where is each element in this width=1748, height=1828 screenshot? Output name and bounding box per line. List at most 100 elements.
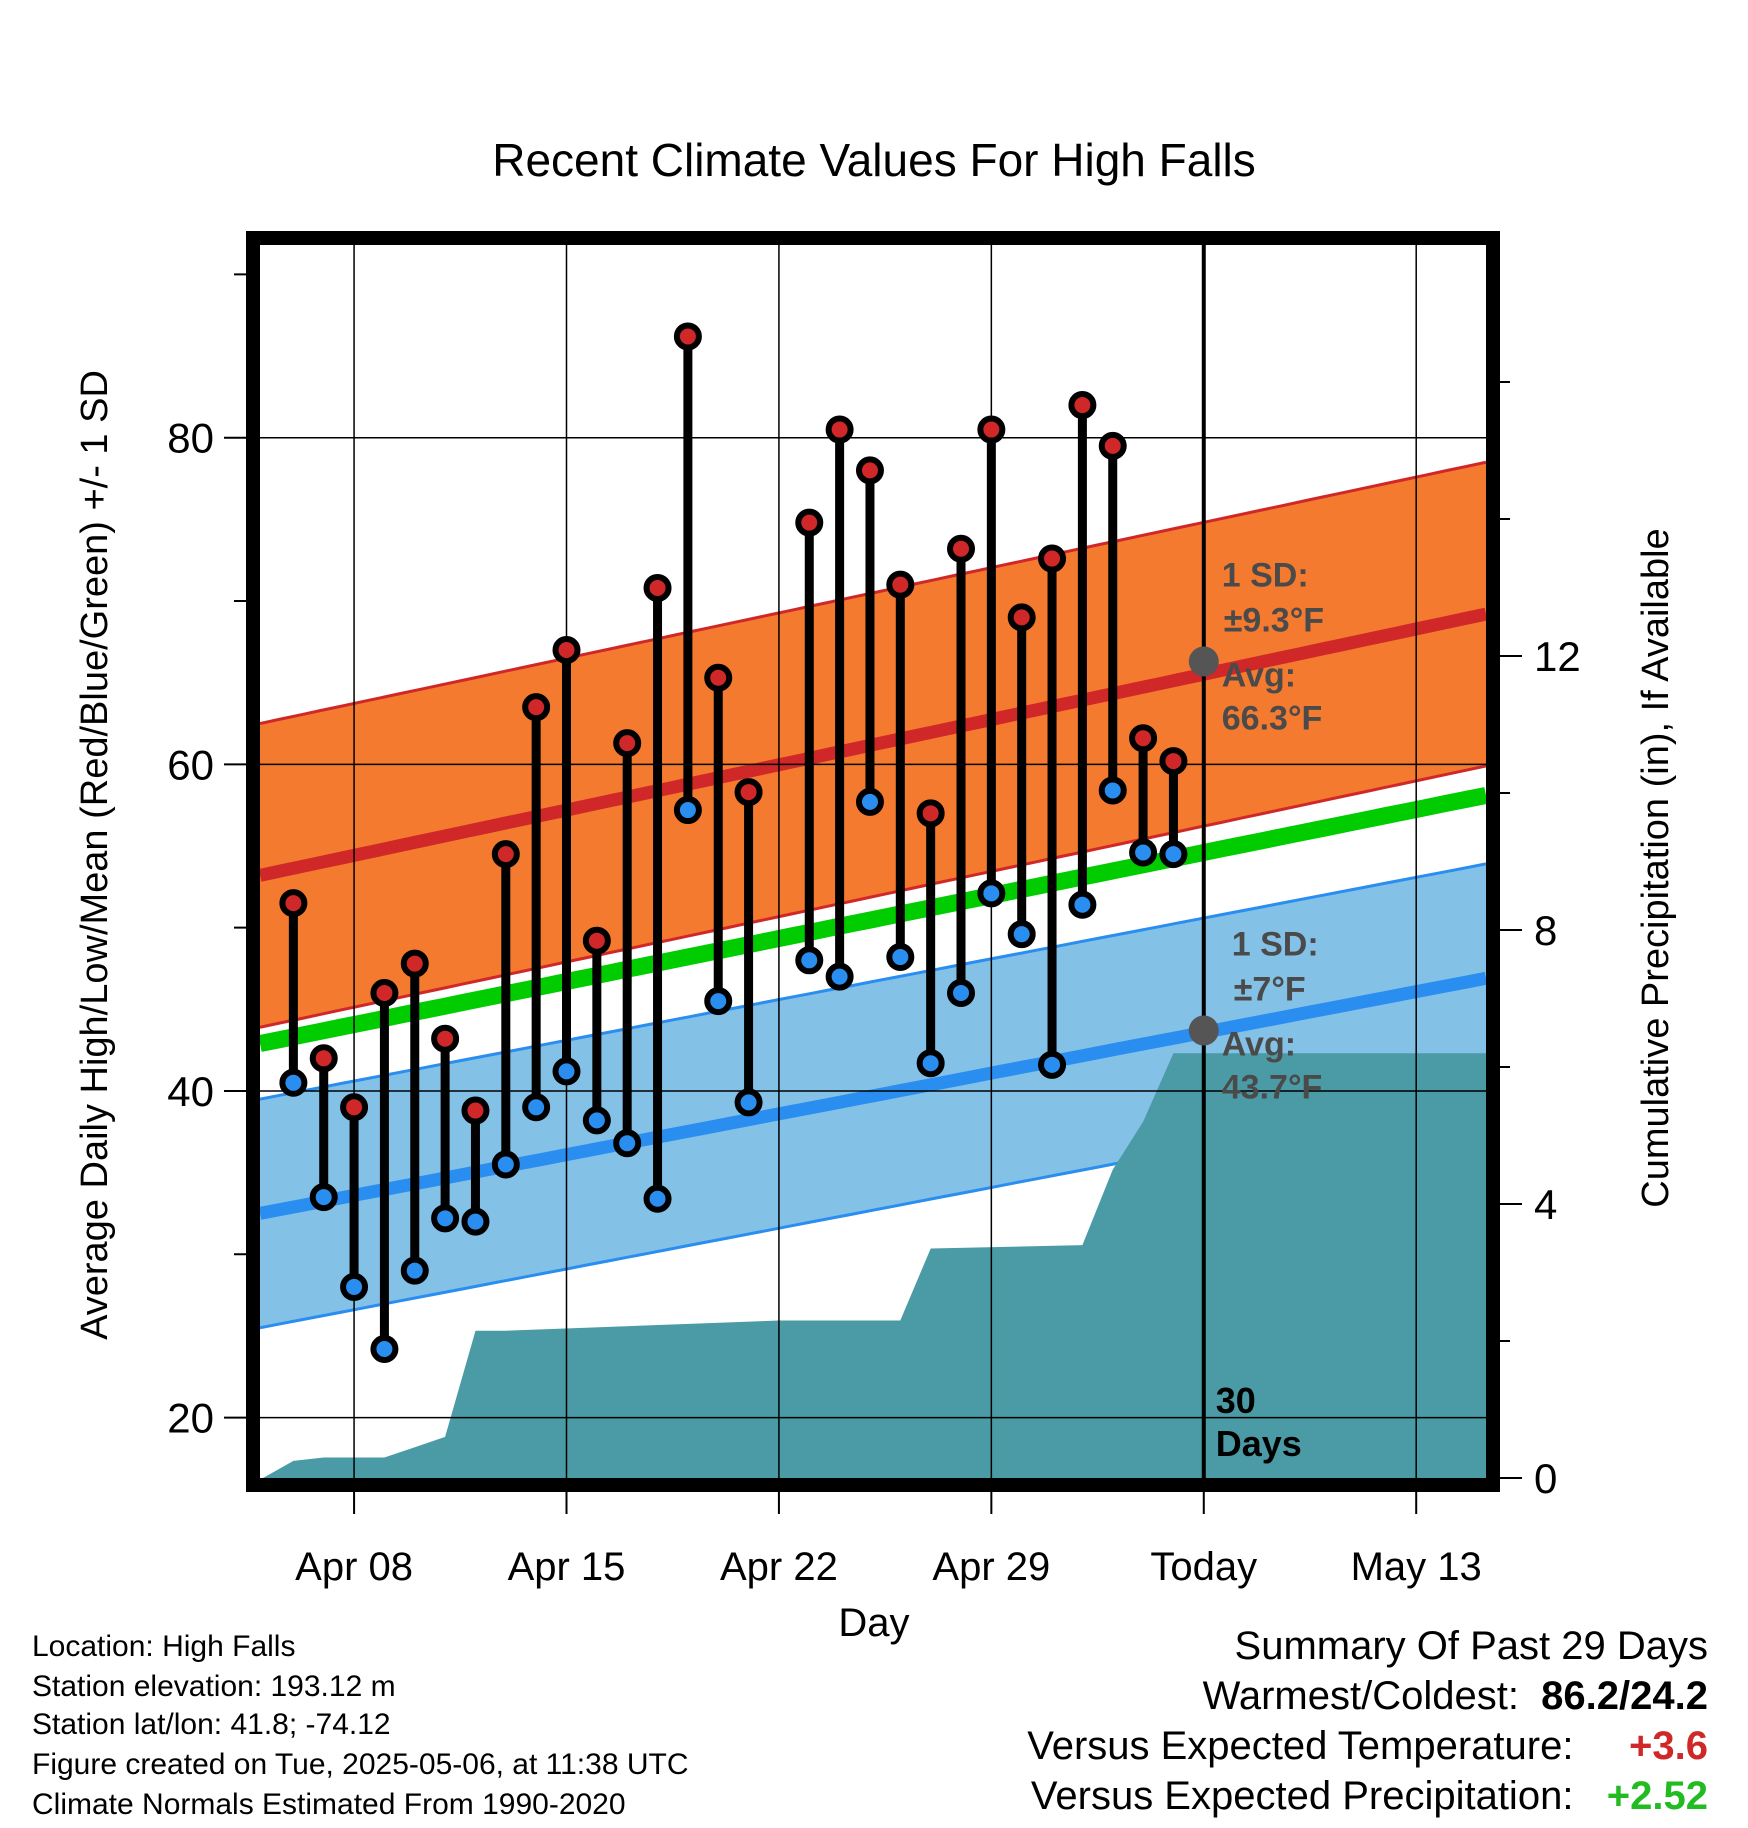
low-point (704, 987, 733, 1016)
low-sd-value: ±7°F (1234, 971, 1306, 1009)
y-right-tick-label: 4 (1534, 1181, 1557, 1228)
low-point (643, 1184, 672, 1213)
y-right-tick-label: 8 (1534, 907, 1557, 954)
low-point (309, 1183, 338, 1212)
low-point (1159, 840, 1188, 869)
low-point (1129, 838, 1158, 867)
today-low-marker (1188, 1015, 1219, 1046)
x-tick-label: May 13 (1351, 1545, 1482, 1589)
high-point (613, 729, 642, 758)
low-avg-value: 43.7°F (1222, 1069, 1323, 1107)
low-point (825, 962, 854, 991)
high-point (309, 1044, 338, 1073)
low-point (795, 946, 824, 975)
high-point (1129, 724, 1158, 753)
low-point (1007, 920, 1036, 949)
plot-frame (246, 231, 1500, 1492)
summary-temp-label: Versus Expected Temperature: (1027, 1724, 1574, 1768)
low-point (613, 1129, 642, 1158)
low-point (855, 787, 884, 816)
x-axis-label: Day (838, 1601, 909, 1645)
precip-area (263, 1053, 1486, 1478)
high-point (1007, 603, 1036, 632)
high-point (1038, 544, 1067, 573)
x-tick-label: Apr 29 (932, 1545, 1050, 1589)
high-point (947, 534, 976, 563)
high-point (795, 508, 824, 537)
high-point (461, 1096, 490, 1125)
high-avg-value: 66.3°F (1222, 699, 1323, 737)
high-point (491, 840, 520, 869)
low-point (916, 1049, 945, 1078)
y-right-tick-label: 0 (1534, 1455, 1557, 1502)
low-point (340, 1272, 369, 1301)
summary-precip-value: +2.52 (1606, 1774, 1708, 1818)
summary-temperature: Versus Expected Temperature: +3.6 (1027, 1726, 1708, 1766)
info-location: Location: High Falls (32, 1630, 296, 1663)
low-point (1038, 1050, 1067, 1079)
high-point (340, 1093, 369, 1122)
y-axis-right-label: Cumulative Precipitation (in), If Availa… (1635, 528, 1677, 1207)
low-point (461, 1207, 490, 1236)
high-sd-lower-edge (260, 764, 1486, 1029)
low-point (431, 1204, 460, 1233)
summary-temp-value: +3.6 (1629, 1724, 1708, 1768)
summary-warmest-value: 86.2/24.2 (1541, 1674, 1708, 1718)
high-point (977, 415, 1006, 444)
x-tick-label: Apr 22 (720, 1545, 838, 1589)
high-point (431, 1024, 460, 1053)
high-avg-label: Avg: (1222, 656, 1296, 694)
info-elevation: Station elevation: 193.12 m (32, 1670, 396, 1703)
x-tick-label: Today (1150, 1545, 1257, 1589)
high-point (643, 573, 672, 602)
high-point (279, 889, 308, 918)
summary-title: Summary Of Past 29 Days (1234, 1624, 1708, 1668)
normal-low-line (260, 971, 1486, 1220)
low-point (279, 1068, 308, 1097)
y-left-tick-label: 80 (167, 415, 214, 462)
high-point (582, 926, 611, 955)
plot-area: 1 SD: ±9.3°F Avg: 66.3°F 1 SD: ±7°F Avg: 43.7°F… (167, 231, 1581, 1589)
y-right-tick-label: 12 (1534, 633, 1581, 680)
info-latlon: Station lat/lon: 41.8; -74.12 (32, 1708, 391, 1741)
summary-warmest: Warmest/Coldest: 86.2/24.2 (1203, 1676, 1708, 1716)
low-point (886, 943, 915, 972)
high-point (1159, 747, 1188, 776)
low-point (552, 1057, 581, 1086)
high-point (734, 778, 763, 807)
high-point (1098, 431, 1127, 460)
chart-title: Recent Climate Values For High Falls (492, 134, 1256, 186)
summary-precip-label: Versus Expected Precipitation: (1030, 1774, 1574, 1818)
plot-inner (260, 245, 1486, 1478)
high-point (370, 978, 399, 1007)
high-point (825, 415, 854, 444)
low-point (1068, 890, 1097, 919)
high-sd-value: ±9.3°F (1224, 601, 1324, 639)
info-normals: Climate Normals Estimated From 1990-2020 (32, 1788, 626, 1821)
low-point (582, 1106, 611, 1135)
high-sd-label: 1 SD: (1222, 556, 1309, 594)
low-sd-label: 1 SD: (1232, 926, 1319, 964)
low-point (734, 1088, 763, 1117)
high-point (886, 570, 915, 599)
high-point (522, 693, 551, 722)
days-count: 30 (1216, 1380, 1256, 1421)
high-point (400, 949, 429, 978)
y-left-tick-label: 40 (167, 1068, 214, 1115)
low-point (673, 796, 702, 825)
summary-precipitation: Versus Expected Precipitation: +2.52 (1031, 1776, 1708, 1816)
normal-mean-line (260, 787, 1486, 1052)
low-point (522, 1093, 551, 1122)
x-tick-label: Apr 08 (295, 1545, 413, 1589)
low-point (491, 1150, 520, 1179)
y-left-tick-label: 60 (167, 741, 214, 788)
days-word: Days (1216, 1423, 1302, 1464)
y-left-tick-label: 20 (167, 1395, 214, 1442)
summary-warmest-label: Warmest/Coldest: (1202, 1674, 1519, 1718)
low-point (370, 1334, 399, 1363)
low-point (977, 879, 1006, 908)
high-point (704, 663, 733, 692)
low-avg-label: Avg: (1222, 1026, 1296, 1064)
low-point (1098, 776, 1127, 805)
